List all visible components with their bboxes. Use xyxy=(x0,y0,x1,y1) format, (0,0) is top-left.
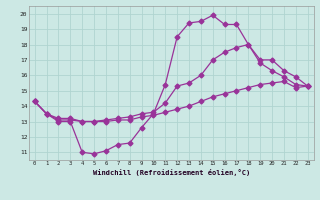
X-axis label: Windchill (Refroidissement éolien,°C): Windchill (Refroidissement éolien,°C) xyxy=(92,169,250,176)
